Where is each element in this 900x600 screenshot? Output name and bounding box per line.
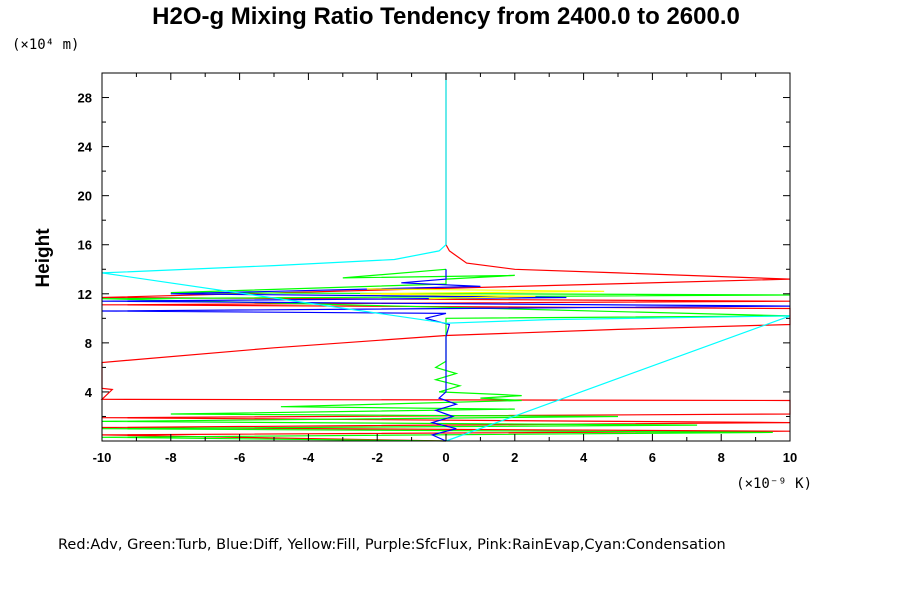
x-unit-label: (×10⁻⁹ K) [736,476,812,492]
x-tick-label: 8 [718,450,725,465]
series-line-turb [101,268,791,442]
x-tick-label: -6 [234,450,246,465]
y-tick-label: 20 [78,189,92,204]
y-axis-label: Height [33,228,54,288]
x-tick-label: -8 [165,450,177,465]
y-unit-label: (×10⁴ m) [12,37,79,53]
x-tick-label: 0 [442,450,449,465]
y-tick-label: 12 [78,287,92,302]
x-tick-label: 2 [511,450,518,465]
series-line-condensation [101,73,791,442]
y-tick-label: 28 [78,91,92,106]
y-tick-label: 8 [85,336,92,351]
legend-text: Red:Adv, Green:Turb, Blue:Diff, Yellow:F… [58,537,726,553]
x-tick-label: 10 [783,450,797,465]
x-tick-label: -10 [93,450,112,465]
plot-area [100,73,791,442]
x-tick-label: -4 [303,450,315,465]
chart-title: H2O-g Mixing Ratio Tendency from 2400.0 … [152,3,740,30]
x-tick-label: 6 [649,450,656,465]
series-line-fill [359,288,605,300]
y-tick-label: 4 [85,385,93,400]
y-tick-label: 24 [78,140,93,155]
y-tick-label: 16 [78,238,92,253]
x-tick-label: 4 [580,450,588,465]
x-tick-label: -2 [371,450,383,465]
